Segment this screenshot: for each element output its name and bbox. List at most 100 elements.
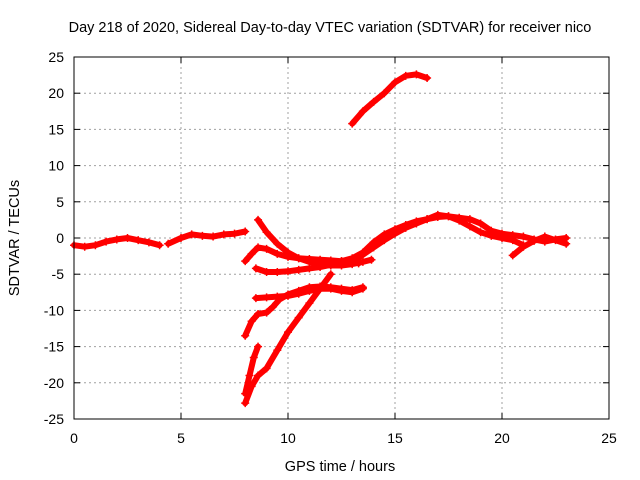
data-point-marker [209,232,218,241]
y-tick-label: -20 [44,375,64,391]
data-point-marker [91,241,100,250]
series-line [242,271,334,407]
data-point-marker [412,219,421,228]
data-point-marker [251,264,260,273]
data-point-marker [369,243,378,252]
data-point-marker [455,213,464,222]
data-point-marker [498,229,506,238]
data-point-marker [198,231,207,240]
data-point-marker [247,317,256,326]
data-point-marker [241,331,250,340]
data-point-marker [241,389,250,398]
series-track-10 [241,270,335,408]
data-point-marker [316,262,325,271]
series-line [242,343,261,397]
data-point-marker [562,239,571,248]
data-point-marker [187,230,196,239]
series-track-2 [164,227,250,248]
data-point-marker [465,215,474,224]
data-point-marker [177,234,185,242]
series-track-11 [241,342,263,398]
data-point-marker [112,235,121,244]
data-point-marker [294,265,303,274]
series-track-7 [508,232,571,260]
data-point-marker [337,286,346,295]
data-point-marker [284,267,292,276]
y-tick-label: 20 [48,85,64,101]
x-tick-label: 0 [70,430,78,446]
data-point-marker [465,222,474,231]
data-point-marker [369,97,378,106]
data-point-marker [508,231,517,240]
data-point-marker [380,89,389,98]
series-track-12 [348,70,432,128]
data-point-marker [305,299,314,308]
data-point-marker [519,232,528,241]
data-point-marker [412,70,421,79]
data-point-marker [348,288,357,297]
data-point-marker [262,228,271,237]
y-axis-label: SDTVAR / TECUs [7,180,23,296]
x-tick-label: 10 [280,430,296,446]
data-point-marker [241,399,250,408]
data-point-marker [423,73,432,82]
y-tick-label: 10 [48,158,64,174]
data-point-marker [262,244,271,253]
x-tick-label: 25 [601,430,617,446]
data-point-marker [269,302,278,311]
data-point-marker [247,249,256,258]
y-tick-label: 15 [48,121,64,137]
data-point-marker [123,234,132,242]
data-point-marker [487,226,496,235]
data-point-marker [241,227,250,236]
data-point-marker [262,364,271,373]
data-point-marker [241,257,250,266]
data-point-marker [251,294,260,303]
data-point-marker [262,268,271,277]
data-point-marker [294,289,303,298]
data-point-marker [273,292,282,301]
data-point-marker [337,257,346,266]
data-point-marker [219,230,228,239]
data-point-marker [444,212,453,221]
data-point-marker [326,284,335,293]
data-point-marker [294,254,303,263]
data-point-marker [155,241,164,250]
data-point-marker [530,236,539,245]
data-point-marker [358,250,367,259]
data-point-marker [273,249,282,258]
x-tick-labels: 0 5 10 15 20 25 [70,430,617,446]
y-tick-label: -15 [44,339,64,355]
data-point-marker [254,215,263,224]
data-point-marker [254,243,263,252]
y-tick-label: -25 [44,411,64,427]
data-point-marker [249,353,258,362]
data-point-marker [358,284,367,293]
data-point-marker [540,232,549,241]
data-point-marker [316,284,325,293]
series-line [349,71,431,127]
data-point-marker [230,229,239,238]
data-point-marker [284,248,292,257]
data-point-marker [348,119,357,128]
data-point-marker [326,270,335,279]
data-point-marker [423,215,432,224]
data-point-marker [254,342,263,351]
y-tick-label: -5 [52,266,65,282]
y-tick-label: 0 [56,230,64,246]
data-point-marker [305,286,314,295]
data-point-marker [273,239,282,248]
data-point-marker [391,229,399,238]
data-point-marker [102,237,111,246]
series-track-5 [251,212,528,277]
data-point-marker [401,223,410,232]
y-tick-label: 5 [56,194,64,210]
x-tick-label: 5 [177,430,185,446]
y-tick-label: 25 [48,49,64,65]
data-point-marker [401,71,410,80]
data-point-marker [134,236,143,245]
data-point-marker [294,313,303,322]
chart-title: Day 218 of 2020, Sidereal Day-to-day VTE… [69,20,592,36]
data-point-marker [164,239,173,248]
